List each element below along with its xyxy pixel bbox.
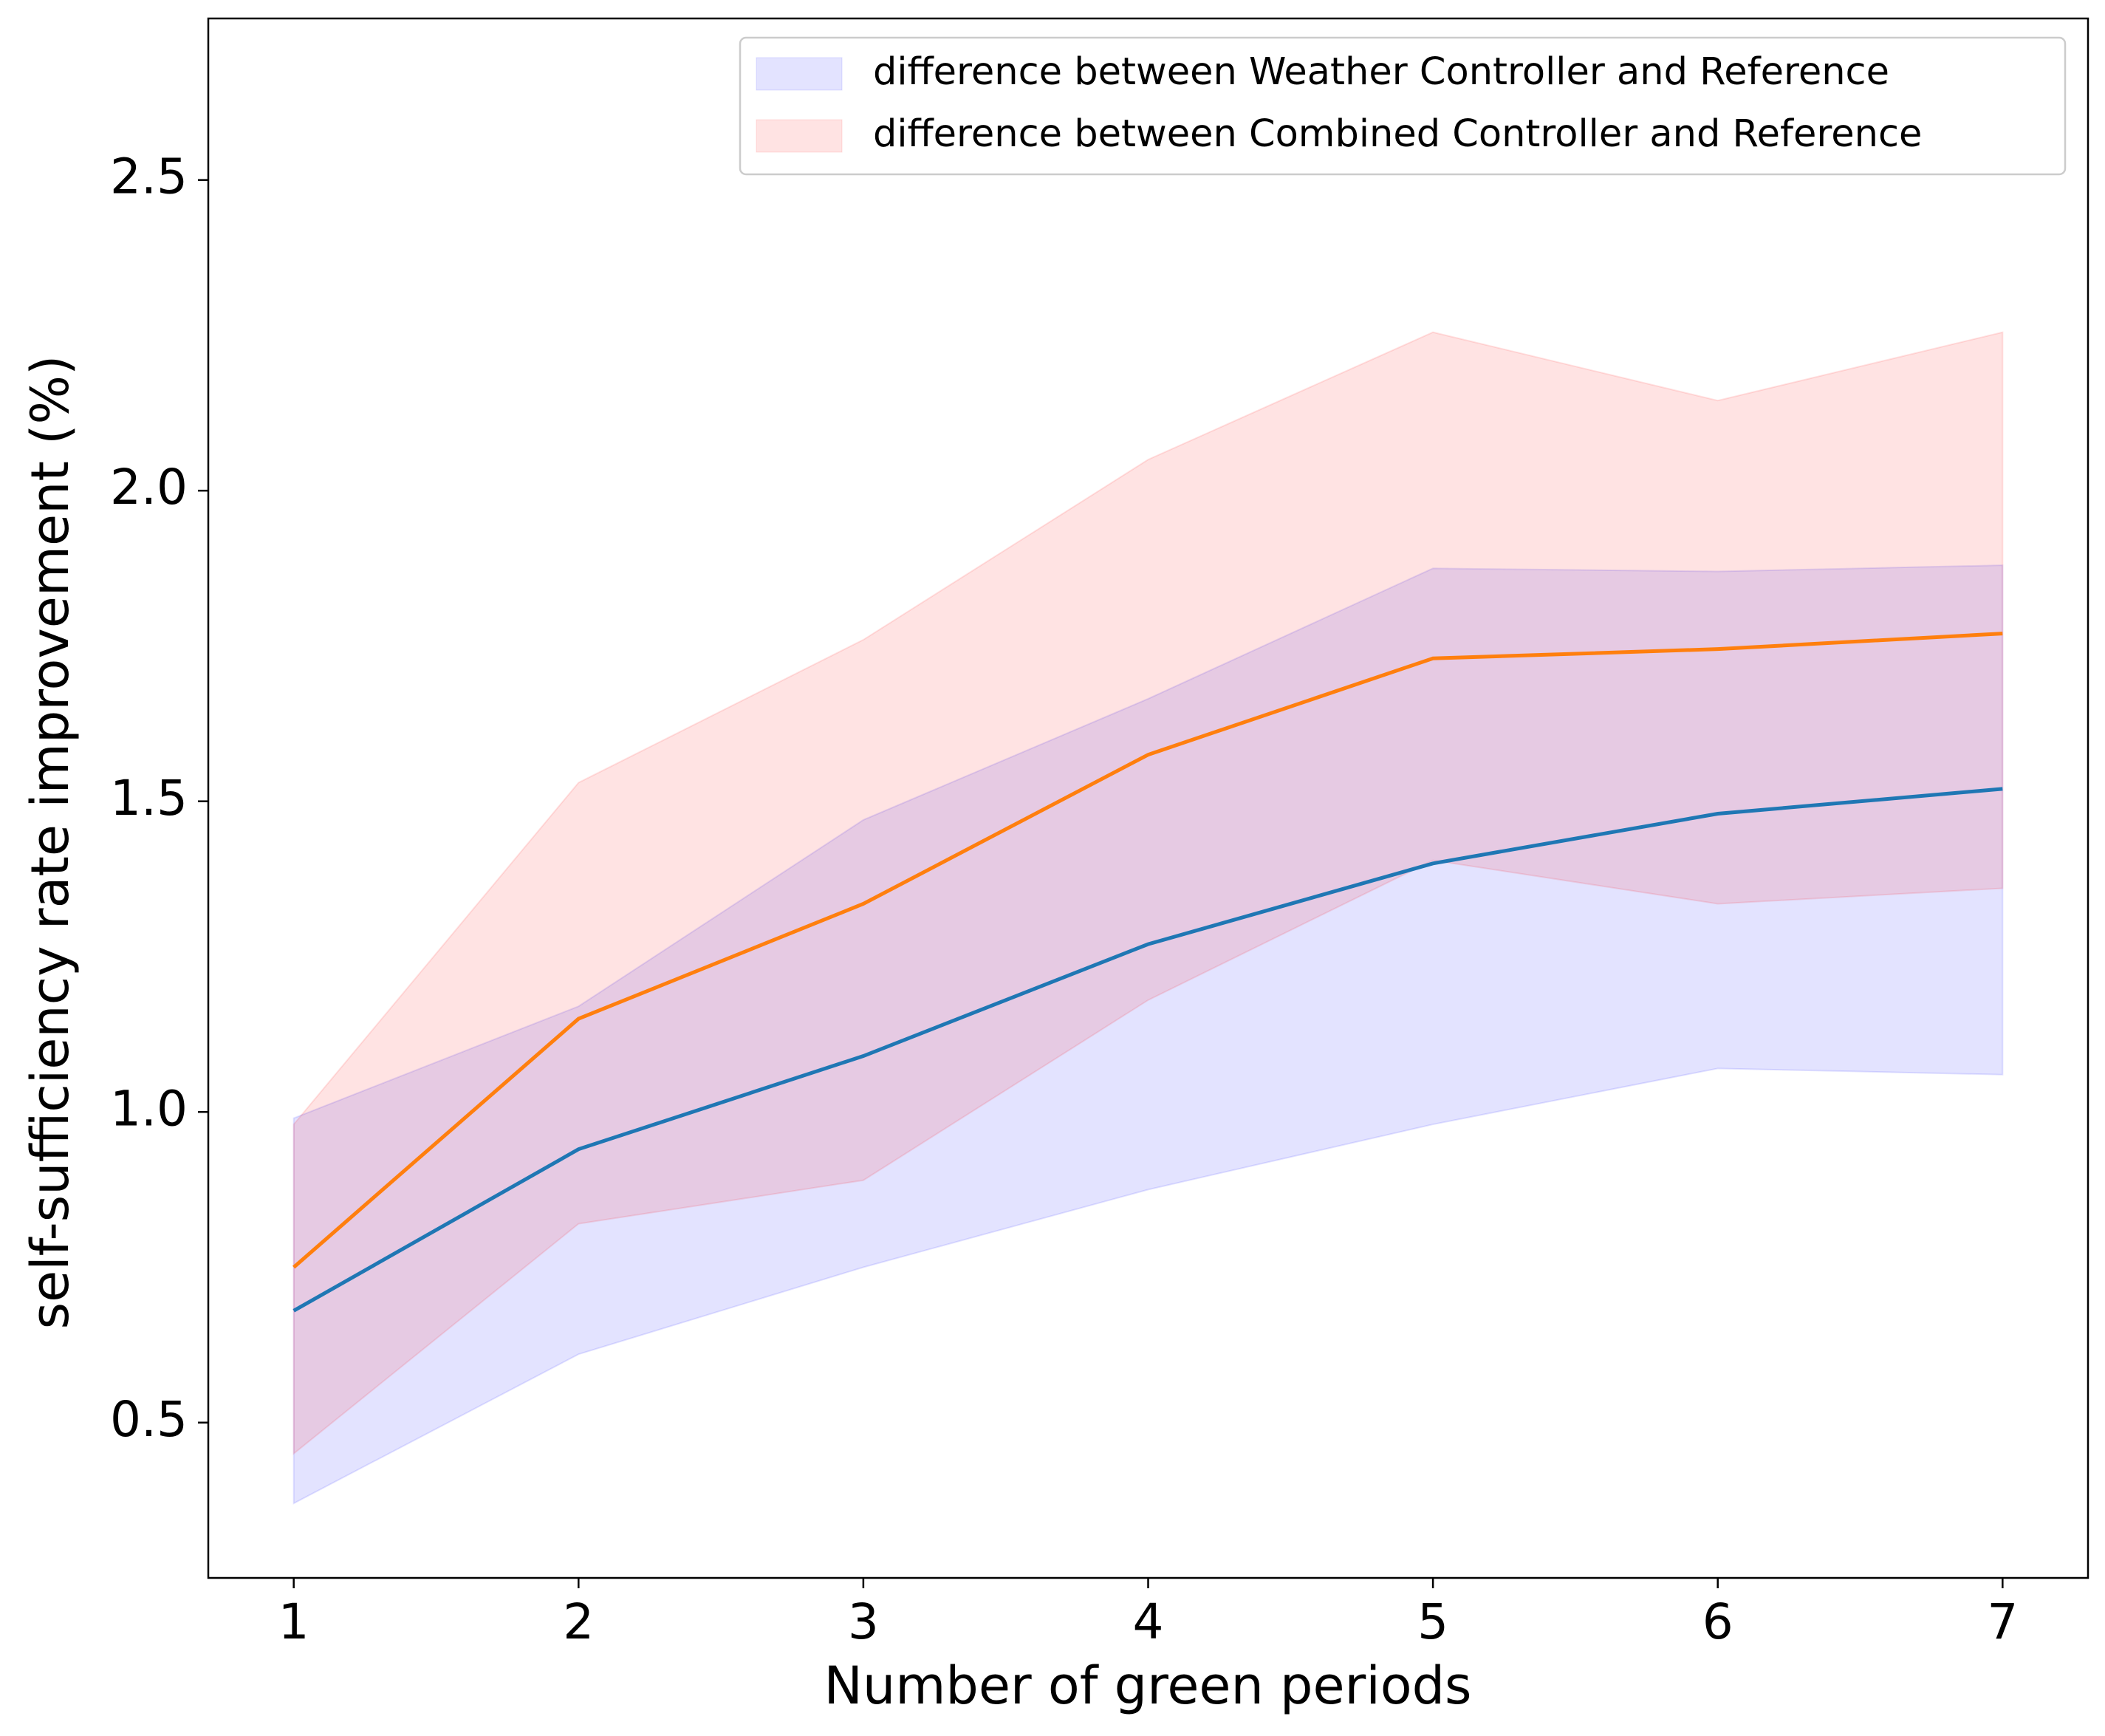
confidence-band <box>292 331 2004 1455</box>
legend: difference between Weather Controller an… <box>739 36 2067 176</box>
x-tick-label: 6 <box>1702 1593 1733 1650</box>
y-tick-label: 1.0 <box>110 1080 188 1137</box>
confidence-band <box>292 564 2004 1505</box>
y-tick-label: 0.5 <box>110 1391 188 1448</box>
legend-label: difference between Combined Controller a… <box>873 112 1922 156</box>
y-tick-label: 2.0 <box>110 459 188 516</box>
legend-label: difference between Weather Controller an… <box>873 50 1889 94</box>
x-tick-label: 2 <box>563 1593 594 1650</box>
x-axis-label: Number of green periods <box>824 1655 1471 1716</box>
legend-swatch <box>756 119 843 153</box>
legend-swatch <box>756 57 843 91</box>
x-tick-label: 1 <box>278 1593 309 1650</box>
x-tick-label: 7 <box>1987 1593 2018 1650</box>
line <box>292 632 2003 1269</box>
x-tick-label: 5 <box>1417 1593 1448 1650</box>
y-tick-label: 1.5 <box>110 770 188 827</box>
x-tick-label: 3 <box>848 1593 879 1650</box>
legend-frame <box>739 36 2067 176</box>
line <box>292 787 2003 1313</box>
x-tick-label: 4 <box>1133 1593 1164 1650</box>
y-axis-label: self-sufficiency rate improvement (%) <box>20 355 81 1330</box>
y-tick-label: 2.5 <box>110 148 188 205</box>
